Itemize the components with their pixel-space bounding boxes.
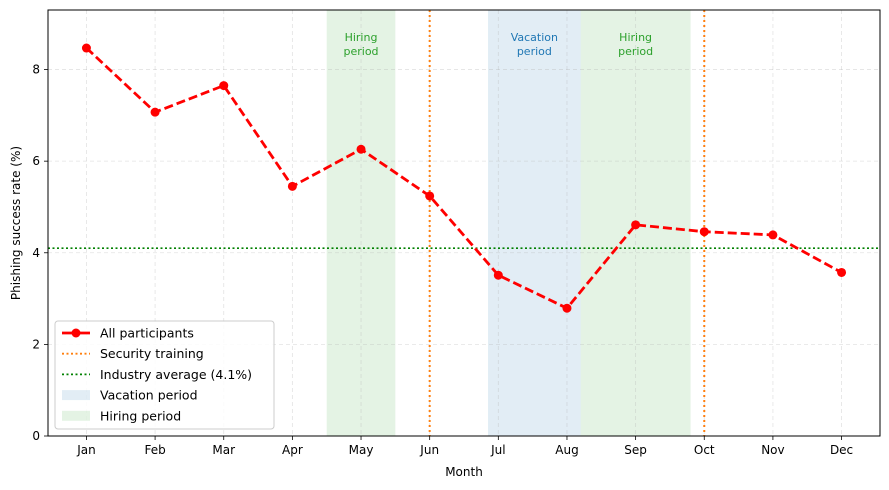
- x-tick-label: Nov: [761, 443, 784, 457]
- legend-label: Hiring period: [100, 408, 181, 423]
- legend-marker: [71, 328, 81, 338]
- data-point: [287, 181, 297, 191]
- data-point: [493, 270, 503, 280]
- legend-label: Industry average (4.1%): [100, 367, 252, 382]
- data-point: [562, 303, 572, 313]
- series: [81, 43, 847, 313]
- data-point: [837, 267, 847, 277]
- x-tick-label: Sep: [624, 443, 647, 457]
- legend: All participants Security training Industr…: [54, 320, 275, 430]
- legend-label: Security training: [100, 346, 204, 361]
- vacation-band-label: Vacation period: [511, 31, 558, 58]
- data-point: [425, 191, 435, 201]
- hiring-band-label: Hiring period: [618, 31, 653, 58]
- x-tick-label: Mar: [212, 443, 235, 457]
- data-point: [631, 220, 641, 230]
- axis-ticks: Jan Feb Mar Apr May Jun Jul Aug Sep Oct Nov Dec 0 2 4 6…: [32, 63, 853, 457]
- y-tick-label: 0: [32, 429, 40, 443]
- y-tick-label: 6: [32, 154, 40, 168]
- data-point: [219, 81, 229, 91]
- legend-label: Vacation period: [100, 388, 198, 403]
- y-tick-label: 4: [32, 246, 40, 260]
- data-point: [356, 144, 366, 154]
- data-point: [768, 230, 778, 240]
- y-tick-label: 2: [32, 337, 40, 351]
- x-axis-label: Month: [445, 465, 483, 479]
- x-tick-label: Oct: [694, 443, 715, 457]
- hiring-band: [326, 10, 396, 436]
- series-line: [85, 46, 843, 310]
- x-tick-label: Dec: [830, 443, 853, 457]
- x-tick-label: Jan: [76, 443, 96, 457]
- plot-frame: [47, 9, 881, 437]
- reference-lines: [48, 10, 880, 436]
- legend-label: All participants: [100, 326, 194, 341]
- hiring-band-label: Hiring period: [344, 31, 379, 58]
- shaded-bands: [326, 10, 691, 436]
- y-tick-label: 8: [32, 63, 40, 77]
- legend-box: [54, 320, 275, 430]
- x-tick-label: May: [349, 443, 374, 457]
- x-tick-label: Jun: [419, 443, 439, 457]
- legend-swatch: [62, 410, 90, 421]
- y-axis-label: Phishing success rate (%): [9, 146, 23, 300]
- x-tick-label: Jul: [490, 443, 505, 457]
- legend-swatch: [62, 390, 90, 401]
- data-point: [81, 43, 91, 53]
- data-point: [699, 227, 709, 237]
- x-tick-label: Feb: [144, 443, 165, 457]
- data-point: [150, 107, 160, 117]
- band-labels: Hiring period Vacation period Hiring period: [344, 31, 654, 58]
- vacation-band: [488, 10, 581, 436]
- grid: [48, 10, 880, 437]
- x-tick-label: Apr: [282, 443, 303, 457]
- x-tick-label: Aug: [555, 443, 578, 457]
